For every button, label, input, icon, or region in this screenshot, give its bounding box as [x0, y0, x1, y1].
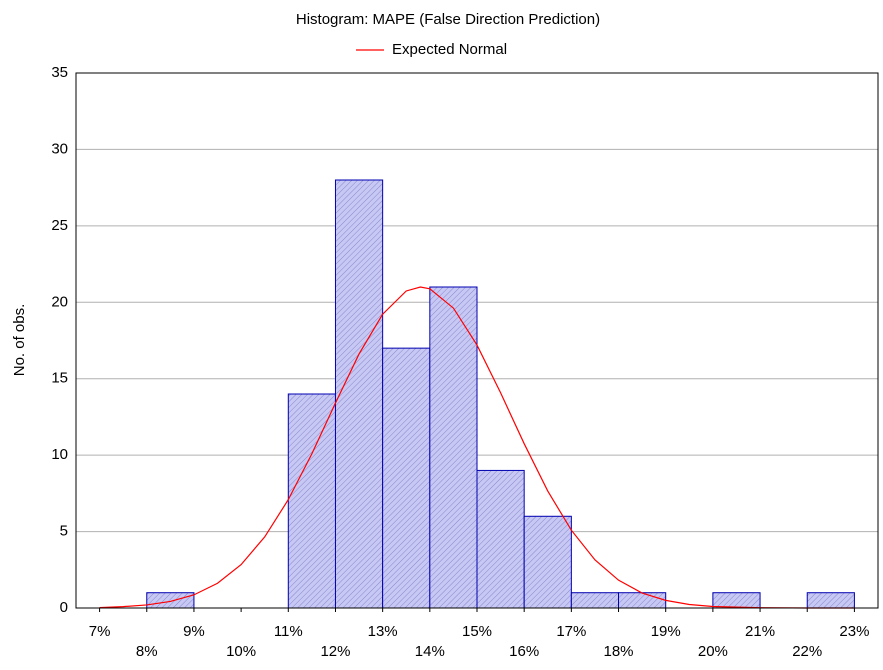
x-tick-label: 9% — [183, 623, 205, 640]
bar — [287, 393, 336, 609]
x-tick-label: 12% — [320, 643, 350, 660]
normal-curve — [99, 286, 855, 609]
bar — [334, 179, 384, 609]
x-tick-label: 21% — [745, 623, 775, 640]
x-tick-label: 18% — [604, 643, 634, 660]
bar — [429, 286, 478, 609]
bar — [146, 592, 195, 609]
bar — [570, 592, 620, 609]
bar — [476, 469, 525, 609]
x-tick-label: 22% — [792, 643, 822, 660]
x-tick-label: 7% — [89, 623, 111, 640]
y-tick-label: 10 — [51, 446, 68, 463]
chart-title: Histogram: MAPE (False Direction Predict… — [296, 11, 600, 28]
x-tick-label: 23% — [839, 623, 869, 640]
bar — [382, 347, 431, 609]
x-tick-label: 17% — [556, 623, 586, 640]
x-tick-label: 16% — [509, 643, 539, 660]
x-tick-label: 11% — [274, 623, 303, 640]
bar — [523, 515, 572, 609]
y-axis-label: No. of obs. — [11, 304, 28, 377]
x-tick-label: 14% — [415, 643, 445, 660]
y-tick-label: 0 — [60, 599, 68, 616]
y-tick-label: 25 — [51, 217, 68, 234]
y-tick-label: 30 — [51, 140, 68, 157]
y-tick-label: 35 — [51, 64, 68, 81]
x-tick-label: 20% — [698, 643, 728, 660]
y-tick-label: 5 — [60, 523, 68, 540]
x-tick-label: 13% — [368, 623, 398, 640]
y-tick-label: 20 — [51, 293, 68, 310]
y-tick-label: 15 — [51, 370, 68, 387]
x-tick-label: 8% — [136, 643, 158, 660]
bar — [806, 592, 855, 609]
plot-frame — [75, 72, 879, 609]
bar — [712, 592, 761, 609]
bar — [618, 592, 667, 609]
x-tick-label: 19% — [651, 623, 681, 640]
x-tick-label: 10% — [226, 643, 256, 660]
x-tick-label: 15% — [462, 623, 492, 640]
legend-label: Expected Normal — [392, 41, 507, 58]
